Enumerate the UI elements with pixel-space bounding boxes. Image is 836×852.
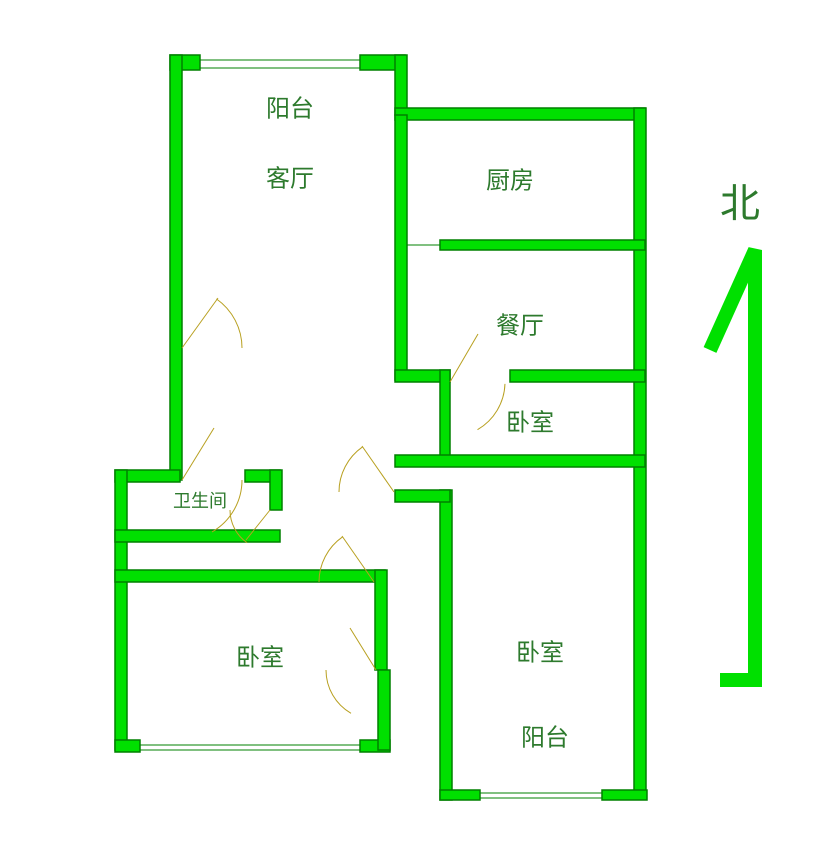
room-label-bedroom-right: 卧室 bbox=[516, 633, 564, 668]
wall-segment bbox=[440, 790, 480, 800]
wall-segment bbox=[395, 108, 645, 120]
door-arc bbox=[478, 384, 505, 430]
wall-segment bbox=[395, 115, 407, 380]
wall-segment bbox=[395, 490, 450, 502]
wall-segment bbox=[395, 55, 407, 115]
door-leaf bbox=[182, 298, 218, 348]
floor-plan-svg bbox=[0, 0, 836, 852]
door-leaf bbox=[362, 446, 394, 492]
room-label-bathroom: 卫生间 bbox=[173, 487, 227, 513]
door-leaf bbox=[182, 428, 214, 480]
room-label-balcony-bottom: 阳台 bbox=[521, 718, 569, 753]
wall-segment bbox=[378, 670, 390, 750]
room-label-living-room: 客厅 bbox=[266, 159, 314, 194]
wall-segment bbox=[115, 570, 385, 582]
door-arc bbox=[326, 670, 351, 713]
room-label-kitchen: 厨房 bbox=[486, 161, 534, 196]
wall-segment bbox=[115, 530, 280, 542]
room-label-bedroom-small: 卧室 bbox=[506, 403, 554, 438]
wall-segment bbox=[115, 470, 127, 750]
room-label-bedroom-left: 卧室 bbox=[236, 638, 284, 673]
wall-segment bbox=[510, 370, 645, 382]
wall-segment bbox=[440, 240, 645, 250]
door-leaf bbox=[350, 628, 376, 670]
wall-segment bbox=[375, 570, 387, 670]
wall-segment bbox=[395, 455, 645, 467]
wall-segment bbox=[634, 108, 646, 798]
wall-segment bbox=[602, 790, 647, 800]
wall-segment bbox=[440, 370, 450, 465]
room-label-balcony-top: 阳台 bbox=[266, 89, 314, 124]
compass-label: 北 bbox=[720, 171, 760, 229]
door-arc bbox=[216, 299, 242, 348]
door-arc bbox=[339, 447, 362, 492]
compass-arrow bbox=[710, 250, 755, 680]
wall-segment bbox=[115, 740, 140, 752]
door-leaf bbox=[450, 334, 478, 382]
wall-segment bbox=[440, 490, 452, 800]
wall-segment bbox=[170, 55, 182, 480]
wall-segment bbox=[270, 470, 282, 510]
room-label-dining-room: 餐厅 bbox=[496, 306, 544, 341]
